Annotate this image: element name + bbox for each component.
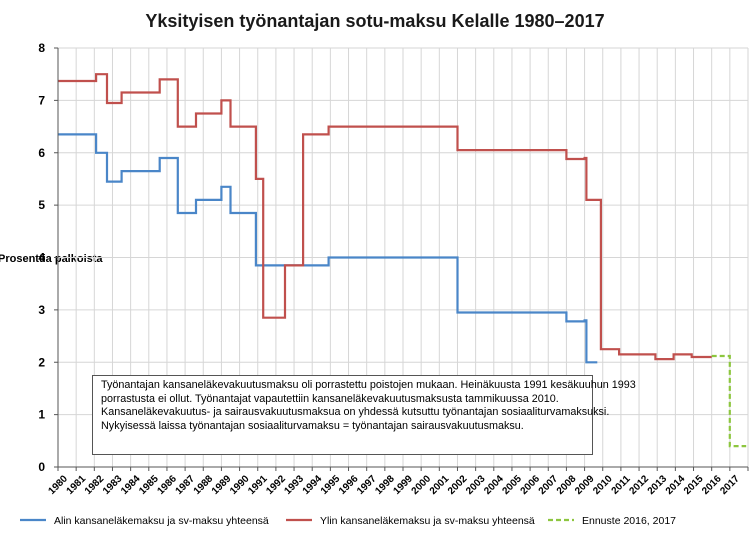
y-tick-label: 1 <box>38 408 45 422</box>
series-group <box>58 73 747 448</box>
axes <box>57 48 748 468</box>
legend-label-1: Alin kansaneläkemaksu ja sv-maksu yhteen… <box>54 515 269 527</box>
annotation-box: Työnantajan kansaneläkevakuutusmaksu oli… <box>92 375 636 455</box>
x-tick-label: 1998 <box>373 473 397 497</box>
x-tick-label: 1994 <box>301 473 325 497</box>
y-axis-label: Prosenttia palkoista <box>0 253 103 265</box>
x-tick-label: 2005 <box>500 473 524 497</box>
x-tick-label: 1985 <box>137 473 161 497</box>
chart-title: Yksityisen työnantajan sotu-maksu Kelall… <box>145 11 604 31</box>
x-ticks: 1980198119821983198419851986198719881989… <box>46 467 749 497</box>
x-tick-label: 2001 <box>428 473 452 497</box>
annotation-line: Nykyisessä laissa työnantajan sosiaalitu… <box>101 419 524 432</box>
x-tick-label: 1992 <box>264 473 288 497</box>
x-tick-label: 1991 <box>246 473 270 497</box>
y-tick-label: 7 <box>38 93 45 107</box>
x-tick-label: 2008 <box>555 473 579 497</box>
x-tick-label: 1997 <box>355 473 379 497</box>
x-tick-label: 1988 <box>192 473 216 497</box>
x-tick-label: 2012 <box>628 473 652 497</box>
x-tick-label: 2013 <box>646 473 670 497</box>
annotation-line: Kansaneläkevakuutus- ja sairausvakuutusm… <box>101 406 610 419</box>
x-tick-label: 1980 <box>46 473 70 497</box>
x-tick-label: 2003 <box>464 473 488 497</box>
x-tick-label: 1996 <box>337 473 361 497</box>
x-tick-label: 1989 <box>210 473 234 497</box>
x-tick-label: 2002 <box>446 473 470 497</box>
x-tick-label: 2006 <box>519 473 543 497</box>
y-tick-label: 0 <box>38 460 45 474</box>
x-tick-label: 1993 <box>283 473 307 497</box>
x-tick-label: 2011 <box>610 473 633 496</box>
legend-label-2: Ylin kansaneläkemaksu ja sv-maksu yhteen… <box>320 515 535 527</box>
x-tick-label: 2017 <box>718 473 742 497</box>
x-tick-label: 2016 <box>700 473 724 497</box>
x-tick-label: 2010 <box>591 473 615 497</box>
x-tick-label: 2007 <box>537 473 561 497</box>
x-tick-label: 2009 <box>573 473 597 497</box>
x-tick-label: 1983 <box>101 473 125 497</box>
x-tick-label: 1986 <box>155 473 179 497</box>
y-tick-label: 2 <box>38 355 45 369</box>
y-ticks: 0 1 2 3 4 5 6 7 8 <box>38 41 58 474</box>
legend-label-3: Ennuste 2016, 2017 <box>582 515 676 527</box>
annotation-line: porrastusta ei ollut. Työnantajat vapaut… <box>101 392 559 405</box>
y-tick-label: 3 <box>38 303 45 317</box>
x-tick-label: 1984 <box>119 473 143 497</box>
x-tick-label: 1982 <box>83 473 107 497</box>
x-tick-label: 2004 <box>482 473 506 497</box>
x-tick-label: 2015 <box>682 473 706 497</box>
y-tick-label: 4 <box>38 251 45 265</box>
x-tick-label: 1981 <box>65 473 89 497</box>
annotation-line: Työnantajan kansaneläkevakuutusmaksu oli… <box>101 379 636 391</box>
series-line-2 <box>58 73 712 361</box>
y-tick-label: 8 <box>38 41 45 55</box>
x-tick-label: 2014 <box>664 473 688 497</box>
y-tick-label: 6 <box>38 146 45 160</box>
legend: Alin kansaneläkemaksu ja sv-maksu yhteen… <box>20 515 676 527</box>
series-line-1 <box>58 133 598 364</box>
x-tick-label: 1995 <box>319 473 343 497</box>
x-tick-label: 1987 <box>174 473 198 497</box>
series-line-3 <box>711 354 747 448</box>
x-tick-label: 1999 <box>391 473 415 497</box>
x-tick-label: 1990 <box>228 473 252 497</box>
y-tick-label: 5 <box>38 198 45 212</box>
x-tick-label: 2000 <box>410 473 434 497</box>
